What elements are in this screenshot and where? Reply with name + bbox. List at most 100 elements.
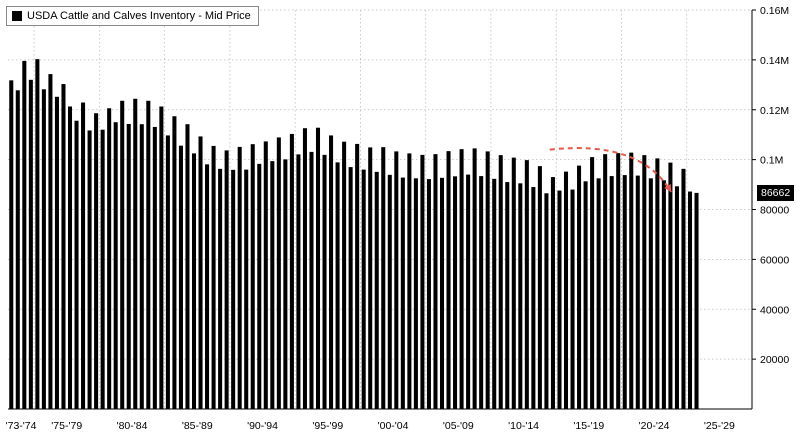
bar [237,146,242,410]
bar [335,162,340,409]
legend: USDA Cattle and Calves Inventory - Mid P… [6,6,259,26]
bar [563,171,569,409]
bar [642,155,647,409]
bar [400,177,405,409]
bar [126,123,131,409]
bar [498,155,503,409]
bar [283,159,288,409]
bar [583,181,588,409]
bar [655,158,660,409]
bar [505,182,510,409]
bar [479,176,484,409]
bar [609,176,614,409]
bar [139,124,144,410]
bar [648,178,653,409]
bar [439,177,445,409]
x-tick-label: '95-'99 [312,420,343,432]
bar [35,59,40,409]
bar [107,108,112,409]
bar [394,151,399,409]
bar [446,151,451,410]
bar [518,183,523,409]
legend-label: USDA Cattle and Calves Inventory - Mid P… [27,10,251,22]
bar [61,84,66,409]
last-value-badge: 86662 [757,185,795,201]
bar [9,80,14,409]
bar [668,162,673,409]
bar [48,74,53,409]
bar [674,186,679,409]
bar [413,178,418,409]
x-tick-label: '90-'94 [247,420,278,432]
x-tick-label: '73-'74 [6,420,37,432]
bar [687,191,693,409]
x-tick-label: '05-'09 [443,420,474,432]
bar [381,147,386,409]
bar [355,143,360,409]
bar [387,174,392,409]
y-tick-label: 0.14M [760,55,789,67]
x-tick-label: '00-'04 [378,420,409,432]
bar [133,98,138,409]
bar [211,145,216,410]
bar [616,153,621,409]
legend-swatch [12,11,22,21]
bar [159,106,164,410]
bar [472,148,477,409]
bar [100,129,105,409]
bar [152,126,157,409]
x-tick-label: '15-'19 [573,420,604,432]
bar [309,151,314,409]
x-tick-label: '85-'89 [182,420,213,432]
bar [276,137,281,410]
bar [28,79,33,409]
bar [550,177,555,409]
bar [570,189,575,409]
bar [531,187,536,409]
bar [374,171,379,409]
bar [557,190,562,409]
bar [296,154,301,409]
bar [342,141,347,410]
bar [74,120,79,409]
bar [87,130,92,409]
bar [492,178,497,409]
bar [407,153,412,409]
bar [315,127,321,409]
bar [426,179,431,409]
bar [185,124,190,410]
bar [67,106,73,410]
bar [41,89,46,410]
bars [9,59,699,410]
bar [191,153,197,409]
bar [113,122,118,409]
bar [368,147,373,409]
bar [15,90,20,409]
bar [577,165,582,409]
bar [146,100,151,410]
bar [590,157,595,409]
trend-arrow-head [664,184,672,193]
gridlines [8,9,752,409]
bar [172,116,177,409]
bar [348,167,353,409]
bar [694,192,699,409]
bar [466,174,471,409]
bar [22,60,27,410]
bar [289,133,294,409]
bar [94,113,99,410]
bar [453,176,458,409]
bar [661,180,666,409]
bar [165,135,170,410]
bar [205,164,210,409]
bar [524,160,529,409]
bar [178,145,183,409]
bar [420,154,425,409]
bar [322,154,327,409]
bar [250,144,255,409]
bar [302,128,307,410]
y-tick-label: 20000 [760,354,789,366]
bar [224,150,229,409]
bar [263,141,268,409]
bar [270,161,275,409]
